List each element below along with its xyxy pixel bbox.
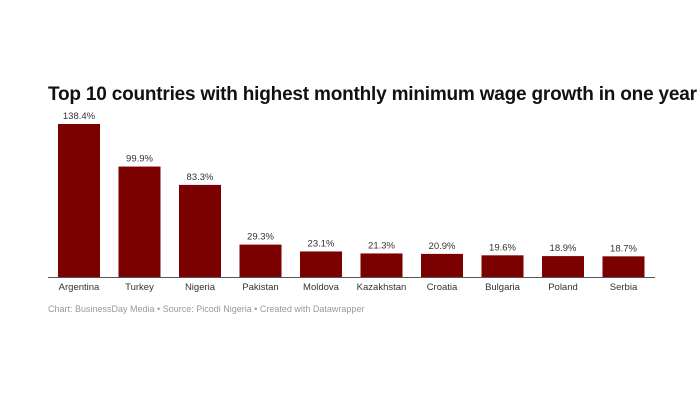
bar-poland	[542, 256, 584, 277]
data-label: 18.9%	[550, 243, 577, 254]
data-label: 29.3%	[247, 232, 274, 243]
data-label: 18.7%	[610, 243, 637, 254]
bar-pakistan	[239, 244, 282, 277]
category-label: Croatia	[427, 282, 458, 293]
chart-title: Top 10 countries with highest monthly mi…	[48, 84, 697, 105]
category-label: Bulgaria	[485, 282, 521, 293]
data-label: 20.9%	[429, 241, 456, 252]
category-label: Nigeria	[185, 282, 216, 293]
category-label: Poland	[548, 282, 578, 293]
data-label: 138.4%	[63, 111, 96, 122]
category-label: Pakistan	[242, 282, 278, 293]
category-label: Serbia	[610, 282, 638, 293]
bar-bulgaria	[481, 255, 524, 277]
category-label: Kazakhstan	[357, 282, 407, 293]
data-label: 23.1%	[308, 238, 335, 249]
data-label: 21.3%	[368, 240, 395, 251]
bar-moldova	[300, 251, 342, 277]
category-label: Moldova	[303, 282, 340, 293]
data-label: 83.3%	[187, 172, 214, 183]
data-label: 19.6%	[489, 242, 516, 253]
bar-croatia	[421, 253, 463, 277]
category-label: Argentina	[59, 282, 100, 293]
data-label: 99.9%	[126, 154, 153, 165]
category-label: Turkey	[125, 282, 154, 293]
chart-footer: Chart: BusinessDay Media • Source: Picod…	[48, 304, 365, 314]
bar-nigeria	[179, 184, 221, 277]
bar-kazakhstan	[360, 253, 403, 277]
bar-serbia	[602, 256, 645, 277]
bar-turkey	[118, 166, 161, 277]
bar-argentina	[58, 124, 100, 277]
